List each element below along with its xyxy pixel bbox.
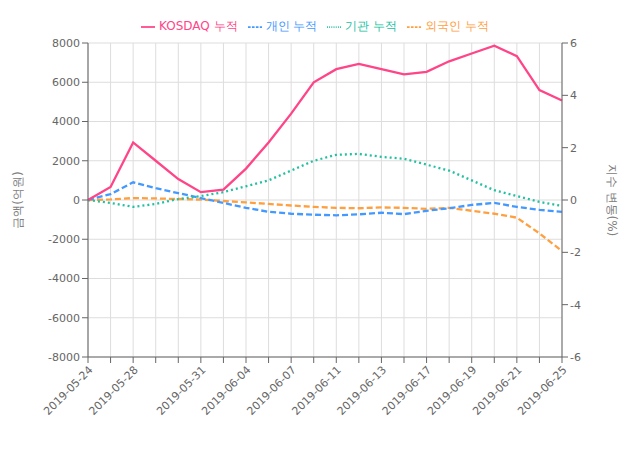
svg-text:2019-06-11: 2019-06-11 — [289, 363, 344, 418]
svg-text:2019-06-13: 2019-06-13 — [334, 363, 390, 418]
svg-text:2: 2 — [570, 142, 577, 155]
svg-text:-6: -6 — [570, 351, 581, 364]
svg-text:2019-06-04: 2019-06-04 — [199, 363, 254, 418]
svg-text:2019-05-31: 2019-05-31 — [154, 363, 209, 418]
svg-text:2019-06-17: 2019-06-17 — [379, 363, 435, 418]
html-text:외국인 누적: 외국인 누적 — [425, 19, 489, 33]
svg-text:금액(억원): 금액(억원) — [11, 171, 25, 228]
html-text:개인 누적: 개인 누적 — [265, 19, 318, 33]
svg-text:-4: -4 — [570, 299, 581, 312]
svg-text:0: 0 — [73, 194, 80, 207]
svg-text:-4000: -4000 — [48, 272, 80, 285]
html-text:KOSDAQ 누적: KOSDAQ 누적 — [159, 19, 238, 33]
svg-text:2019-05-24: 2019-05-24 — [41, 363, 96, 418]
svg-text:2019-06-21: 2019-06-21 — [470, 363, 525, 418]
svg-text:2019-06-25: 2019-06-25 — [515, 363, 569, 417]
svg-text:-2: -2 — [570, 246, 581, 259]
svg-text:4000: 4000 — [52, 115, 80, 128]
html-text:기관 누적: 기관 누적 — [345, 19, 398, 33]
svg-text:-8000: -8000 — [48, 351, 80, 364]
svg-text:-6000: -6000 — [48, 312, 80, 325]
svg-text:2019-06-19: 2019-06-19 — [425, 363, 480, 418]
svg-text:2000: 2000 — [52, 155, 80, 168]
svg-text:2019-06-07: 2019-06-07 — [244, 363, 299, 418]
svg-text:2019-05-28: 2019-05-28 — [86, 363, 140, 417]
svg-text:6: 6 — [570, 37, 577, 50]
svg-text:6000: 6000 — [52, 76, 80, 89]
svg-text:4: 4 — [570, 89, 577, 102]
svg-text:-2000: -2000 — [48, 233, 80, 246]
svg-text:0: 0 — [570, 194, 577, 207]
svg-text:8000: 8000 — [52, 37, 80, 50]
svg-text:지수 변동(%): 지수 변동(%) — [605, 164, 619, 237]
